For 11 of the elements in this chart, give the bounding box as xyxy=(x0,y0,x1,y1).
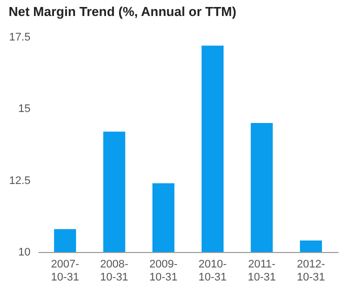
y-tick-label: 12.5 xyxy=(9,174,30,187)
x-tick-label: 2008-10-31 xyxy=(100,258,129,284)
x-tick-label: 2011-10-31 xyxy=(248,258,276,284)
x-tick-label: 2010-10-31 xyxy=(198,258,227,284)
x-tick-label: 2009-10-31 xyxy=(149,258,178,284)
x-tick-label: 2007-10-31 xyxy=(50,258,80,284)
x-tick-label: 2012-10-31 xyxy=(296,258,326,284)
y-tick-label: 15 xyxy=(18,103,30,116)
chart-title: Net Margin Trend (%, Annual or TTM) xyxy=(8,4,236,19)
y-tick-label: 17.5 xyxy=(9,32,30,44)
y-tick-label: 10 xyxy=(18,246,30,258)
